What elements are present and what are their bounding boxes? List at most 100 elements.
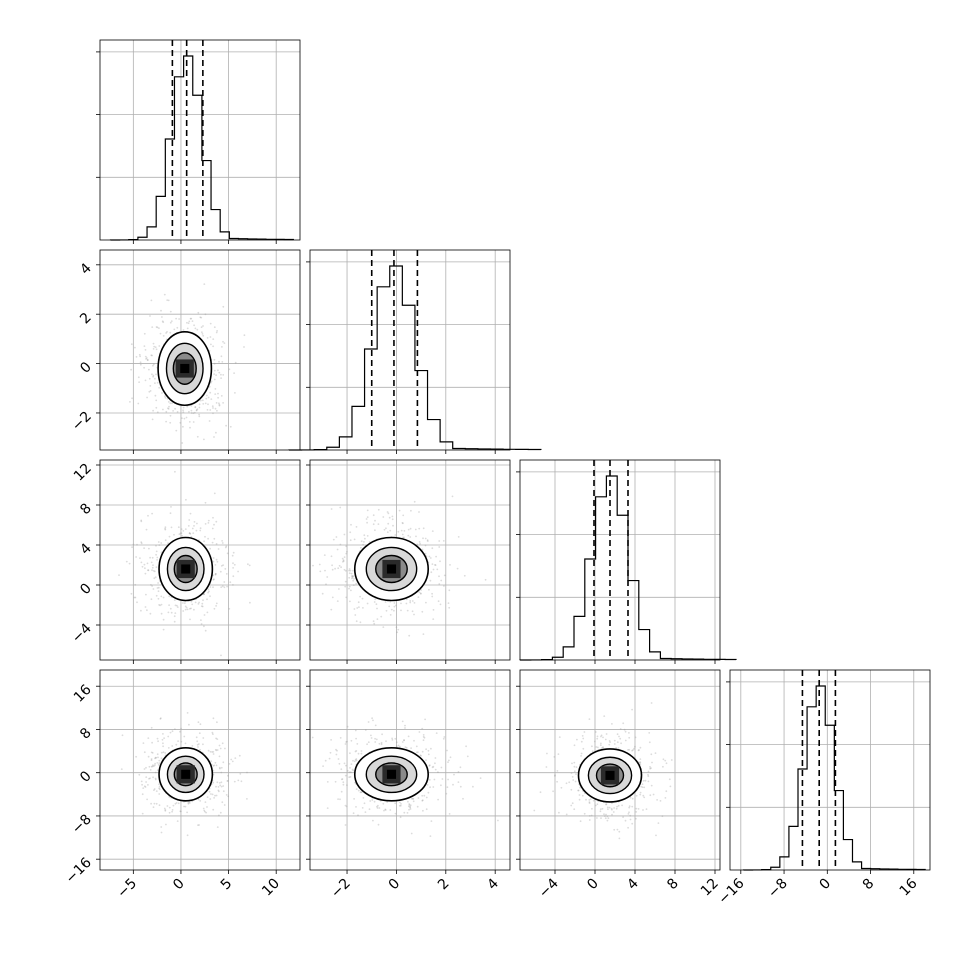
panel-2-3-point	[659, 800, 662, 802]
panel-1-3-point	[359, 791, 362, 794]
panel-0-1-point	[148, 390, 151, 393]
panel-0-1-point	[195, 409, 198, 411]
panel-0-3-point	[183, 805, 185, 808]
panel-2-3-point	[631, 749, 633, 752]
panel-1-2-point	[397, 628, 400, 631]
panel-1-3-point	[452, 783, 454, 786]
panel-0-1-point	[146, 396, 149, 399]
panel-0-3-point	[141, 783, 144, 786]
panel-0-3-point	[183, 735, 186, 738]
hist-3-frame	[729, 669, 931, 871]
panel-2-3-point	[631, 708, 633, 711]
panel-1-2-point	[408, 634, 411, 637]
panel-1-2-point	[407, 528, 410, 531]
panel-2-3-point	[633, 747, 635, 750]
panel-0-3-point	[160, 831, 163, 834]
panel-0-3-point	[171, 730, 174, 733]
panel-0-1-point	[201, 333, 204, 335]
panel-1-2-point	[338, 564, 341, 567]
panel-0-3-point	[226, 780, 229, 782]
panel-2-3-point	[623, 728, 626, 731]
panel-1-2-point	[348, 569, 350, 572]
panel-0-2-point	[132, 543, 135, 546]
panel-1-3-point	[380, 743, 383, 746]
panel-0-3-point	[221, 742, 224, 745]
panel-2-3-point	[628, 811, 630, 814]
panel-0-3-point	[153, 789, 155, 791]
panel-0-2-point	[208, 590, 210, 593]
panel-2-3-point	[594, 731, 597, 733]
panel-1-2-point	[431, 547, 434, 550]
panel-0-3-point	[188, 801, 191, 803]
panel-0-1-point	[193, 411, 196, 414]
panel-2-3-point	[556, 770, 559, 772]
panel-0-3-point	[210, 760, 213, 763]
panel-0-3-point	[150, 726, 153, 729]
panel-1-3-point	[349, 771, 352, 774]
panel-0-2-point	[206, 611, 209, 614]
panel-0-1-point	[228, 368, 231, 371]
panel-1-2-point	[345, 596, 348, 599]
panel-2-3-point	[650, 767, 652, 769]
panel-1-2-point	[400, 529, 403, 532]
panel-1-2-point	[345, 545, 348, 548]
panel-1-3-point	[343, 762, 346, 765]
panel-2-3-point	[611, 723, 613, 725]
panel-0-1-point	[139, 361, 142, 364]
panel-0-1-point	[188, 320, 191, 323]
panel-0-3-point	[149, 769, 152, 771]
panel-0-2-point	[155, 544, 157, 547]
panel-0-3-point	[202, 743, 204, 746]
panel-1-2-point	[440, 579, 443, 582]
panel-0-3-point	[175, 743, 178, 746]
panel-1-3-point	[371, 717, 373, 720]
panel-0-1-point	[202, 403, 205, 405]
panel-1-3-point	[419, 754, 422, 757]
panel-1-2-point	[405, 602, 408, 605]
panel-0-2-point	[201, 605, 204, 608]
panel-2-3-point	[596, 817, 598, 819]
panel-1-3-point	[448, 813, 451, 815]
panel-0-3-point	[230, 758, 233, 761]
panel-0-2-point	[173, 599, 176, 601]
panel-0-1-point	[155, 348, 158, 351]
panel-1-3-point	[350, 739, 353, 742]
panel-0-2-point	[164, 539, 167, 542]
panel-0-2-point	[184, 528, 187, 530]
panel-0-3-point	[224, 747, 226, 750]
panel-0-1-point	[223, 342, 226, 344]
panel-2-3-point	[670, 759, 673, 761]
panel-0-3-point	[158, 762, 161, 764]
panel-0-3-point	[215, 785, 217, 788]
panel-0-3-point	[147, 784, 149, 786]
panel-2-3-point	[639, 761, 642, 763]
panel-0-3-point	[154, 778, 157, 781]
panel-0-3-point	[213, 764, 216, 767]
panel-0-3-peak	[181, 769, 191, 779]
panel-1-3-point	[442, 737, 445, 740]
hist-1-frame	[309, 249, 511, 451]
panel-0-1-point	[182, 329, 185, 331]
panel-1-2-frame	[309, 459, 511, 661]
panel-0-3-point	[144, 786, 147, 788]
panel-1-3-point	[361, 807, 364, 809]
panel-1-3-point	[354, 750, 357, 753]
panel-1-3-point	[334, 780, 337, 783]
panel-2-3-point	[643, 786, 646, 789]
panel-1-2-point	[426, 540, 429, 542]
panel-0-2-point	[156, 587, 159, 589]
panel-0-1-point	[143, 345, 146, 347]
panel-1-2-point	[375, 603, 378, 606]
panel-2-3-point	[647, 770, 650, 773]
panel-0-1-point	[166, 299, 169, 301]
panel-1-3-point	[344, 774, 347, 777]
panel-0-2-point	[152, 570, 155, 572]
panel-1-2-point	[351, 576, 354, 579]
panel-0-3-point	[211, 731, 214, 734]
panel-0-2-point	[170, 611, 173, 614]
panel-2-3-point	[610, 807, 613, 810]
panel-0-2-point	[203, 625, 205, 628]
panel-1-3-point	[437, 798, 439, 801]
panel-1-3-point	[384, 809, 387, 811]
panel-0-1-point	[194, 406, 197, 408]
